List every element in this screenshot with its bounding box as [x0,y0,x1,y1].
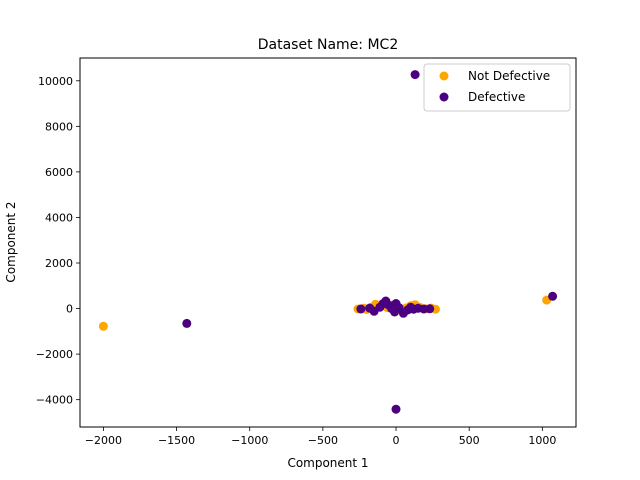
legend-marker-1 [439,92,449,102]
data-point-s1-2 [182,318,192,328]
legend-marker-0 [439,71,449,81]
x-axis-ticks: −2000 −1500 −1000 −500 0 500 1000 [85,427,556,447]
x-tick-label-4: 0 [393,434,400,447]
x-axis-label: Component 1 [287,456,368,470]
legend-box [423,63,571,112]
y-tick-label-0: −4000 [36,394,73,407]
data-point-s1-21 [391,299,401,308]
x-tick-label-6: 1000 [528,434,556,447]
y-tick-label-4: 4000 [45,211,73,224]
chart-title: Dataset Name: MC2 [258,37,399,53]
x-tick-label-5: 500 [459,434,480,447]
data-point-s1-20 [365,303,375,313]
legend: Not Defective Defective [423,63,571,112]
y-axis-label: Component 2 [4,201,18,282]
y-tick-label-2: 0 [66,303,73,316]
plot-area-frame [79,57,577,428]
data-point-s1-4 [356,304,366,314]
y-axis-ticks: −4000 −2000 0 2000 4000 6000 8000 10000 [36,75,80,407]
points-layer [98,70,558,414]
data-point-s1-3 [391,404,401,414]
y-tick-label-5: 6000 [45,166,73,179]
x-tick-label-0: −2000 [85,434,122,447]
y-tick-label-6: 8000 [45,120,73,133]
data-point-s0-0 [98,321,108,331]
data-point-s1-0 [410,70,420,80]
data-point-s1-1 [548,291,558,301]
data-point-s1-19 [425,304,435,314]
legend-label-1: Defective [468,90,525,104]
legend-label-0: Not Defective [468,69,550,83]
y-tick-label-7: 10000 [38,75,73,88]
x-tick-label-1: −1500 [158,434,195,447]
y-tick-label-3: 2000 [45,257,73,270]
y-tick-label-1: −2000 [36,348,73,361]
x-tick-label-3: −500 [308,434,338,447]
x-tick-label-2: −1000 [231,434,268,447]
